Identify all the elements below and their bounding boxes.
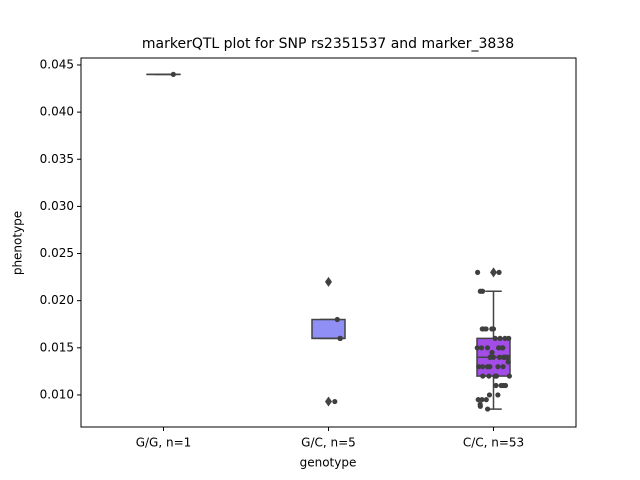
data-point — [500, 364, 506, 370]
data-point — [485, 406, 491, 412]
data-point — [332, 398, 338, 405]
data-point — [486, 373, 492, 379]
data-point — [479, 364, 486, 370]
data-point — [480, 326, 486, 332]
y-tick-label: 0.045 — [40, 57, 74, 71]
data-point — [496, 269, 502, 275]
plot-frame — [80, 57, 577, 428]
data-point — [506, 373, 512, 379]
data-point — [492, 335, 498, 341]
y-tick-label: 0.010 — [40, 387, 74, 401]
y-tick-label: 0.015 — [40, 340, 74, 354]
data-point — [475, 397, 481, 403]
data-point — [490, 326, 497, 332]
y-tick-label: 0.020 — [40, 293, 74, 307]
y-axis-label: phenotype — [11, 211, 25, 275]
data-point — [499, 345, 505, 351]
data-point — [502, 382, 509, 389]
data-point — [502, 335, 508, 341]
box — [311, 318, 346, 340]
data-point — [498, 382, 504, 389]
data-point — [325, 279, 331, 285]
data-point — [479, 345, 485, 351]
data-point — [492, 373, 498, 379]
data-point — [477, 403, 483, 409]
x-tick-label: C/C, n=53 — [463, 436, 524, 450]
data-point — [487, 354, 493, 360]
data-point — [484, 345, 491, 351]
data-point — [476, 364, 482, 370]
outlier — [490, 267, 497, 278]
data-point — [334, 316, 340, 323]
y-tick-label: 0.025 — [40, 246, 74, 260]
data-point — [489, 349, 495, 356]
data-point — [477, 288, 483, 294]
data-point — [480, 373, 486, 379]
data-point — [484, 364, 491, 370]
data-point — [479, 397, 485, 403]
data-point — [170, 71, 176, 78]
data-point — [496, 354, 503, 360]
y-tick-label: 0.030 — [40, 199, 74, 213]
chart-title: markerQTL plot for SNP rs2351537 and mar… — [142, 36, 514, 52]
data-point — [474, 345, 480, 351]
data-point — [486, 392, 493, 398]
data-point — [505, 359, 511, 365]
data-point — [475, 269, 481, 275]
y-tick-label: 0.035 — [40, 152, 74, 166]
data-point — [496, 345, 502, 351]
data-point — [483, 397, 489, 403]
data-point — [337, 335, 343, 341]
y-tick-label: 0.040 — [40, 105, 74, 119]
data-point — [506, 335, 512, 341]
x-tick-label: G/C, n=5 — [301, 436, 356, 450]
data-point — [495, 392, 501, 398]
outlier — [325, 396, 332, 407]
x-tick-label: G/G, n=1 — [136, 436, 192, 450]
data-point — [495, 364, 501, 370]
x-axis-label: genotype — [300, 456, 357, 470]
data-point — [493, 382, 499, 389]
data-point — [497, 335, 503, 341]
data-point — [505, 354, 511, 360]
